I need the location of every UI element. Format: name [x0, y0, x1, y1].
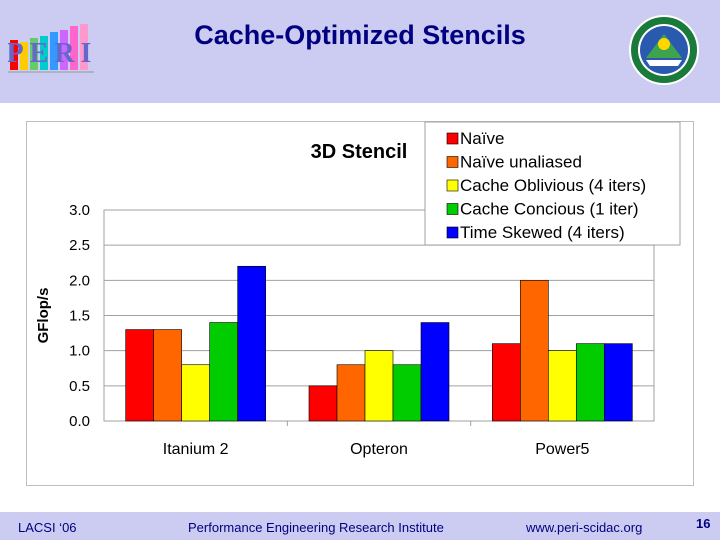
doe-seal-icon [629, 15, 699, 85]
bar [392, 364, 422, 422]
footer-event: LACSI ‘06 [18, 520, 77, 535]
peri-logo: PERI [8, 24, 96, 73]
legend-swatch [446, 156, 459, 168]
chart-title: 3D Stencil [311, 141, 408, 163]
legend-swatch [446, 132, 459, 145]
peri-logo-text: PERI [8, 38, 96, 69]
bar [364, 350, 394, 422]
legend-swatch [446, 179, 459, 192]
bar [125, 329, 154, 422]
bar [181, 364, 210, 422]
legend-entry: Cache Concious (1 iter) [460, 200, 639, 219]
y-tick-label: 2.0 [69, 272, 90, 289]
y-tick-label: 2.5 [69, 237, 90, 254]
legend [424, 121, 681, 246]
y-tick-label: 0.0 [69, 413, 90, 430]
bar [308, 385, 338, 422]
y-axis-label: GFlop/s [35, 288, 52, 344]
title-banner: PERI Cache-Optimized Stencils [0, 0, 720, 103]
legend-swatch [446, 226, 459, 239]
footer-banner: LACSI ‘06 Performance Engineering Resear… [0, 512, 720, 540]
footer-url[interactable]: www.peri-scidac.org [526, 520, 643, 535]
x-tick-label: Itanium 2 [163, 441, 229, 458]
legend-entry: Naïve [460, 129, 504, 148]
legend-entry: Naïve unaliased [460, 153, 582, 172]
y-tick-label: 1.0 [69, 343, 90, 360]
page-number: 16 [696, 516, 711, 531]
legend-entry: Time Skewed (4 iters) [460, 223, 625, 242]
bar [336, 364, 366, 422]
bar [237, 265, 266, 422]
bar [604, 343, 633, 422]
bar [420, 322, 450, 422]
bar [520, 280, 549, 422]
footer-organization: Performance Engineering Research Institu… [188, 520, 444, 535]
y-tick-label: 3.0 [69, 202, 90, 219]
bar [209, 322, 238, 422]
legend-swatch [446, 203, 459, 215]
y-tick-label: 0.5 [69, 378, 90, 395]
bar-chart: 0.0 0.5 1.0 1.5 2.0 2.5 3.0 GFlop/s Itanium 2 Opt… [35, 121, 681, 458]
x-tick-label: Power5 [535, 441, 589, 458]
bar [576, 343, 605, 422]
bar [492, 343, 521, 422]
y-tick-label: 1.5 [69, 308, 90, 325]
slide-title: Cache-Optimized Stencils [194, 20, 526, 50]
bar [548, 350, 577, 422]
legend-entry: Cache Oblivious (4 iters) [460, 176, 646, 195]
x-tick-label: Opteron [350, 441, 408, 458]
bar [153, 329, 182, 422]
